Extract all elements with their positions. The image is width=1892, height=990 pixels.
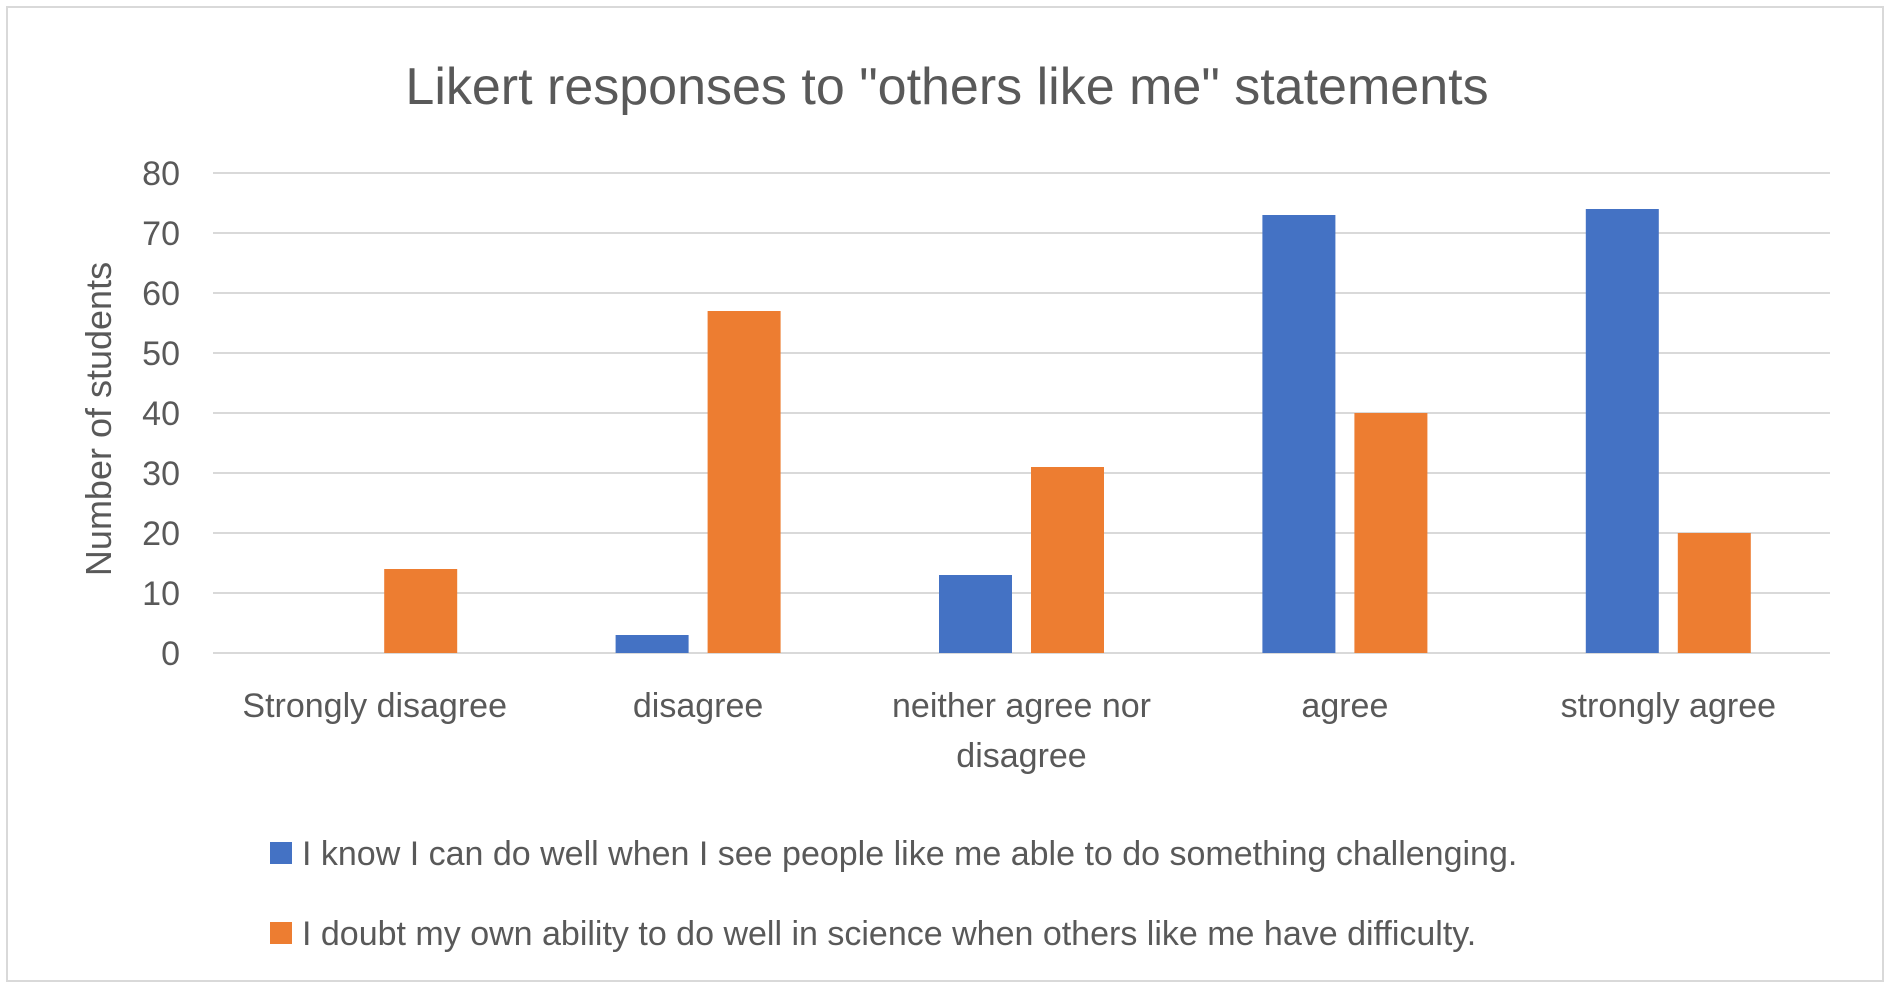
bar-series-2-cat-5 [1677,533,1751,653]
y-tick-label: 0 [161,635,180,673]
category-label-line: disagree [956,737,1086,775]
y-tick-label: 80 [142,155,180,193]
category-label: strongly agree [1561,687,1776,725]
category-label-line: Strongly disagree [242,687,507,725]
category-labels: Strongly disagree disagree neither agree n… [242,687,1776,775]
bar-series-1-cat-5 [1585,209,1659,653]
y-tick-label: 70 [142,215,180,253]
category-label-line: neither agree nor [892,687,1151,725]
y-tick-label: 40 [142,395,180,433]
bar-series-2-cat-2 [707,311,781,653]
grid-layer [213,172,1830,654]
bar-series-2-cat-1 [384,569,458,653]
y-tick-label: 50 [142,335,180,373]
y-tick-label: 20 [142,515,180,553]
bar-series-2-cat-4 [1354,413,1428,653]
category-label: Strongly disagree [242,687,507,725]
legend: I know I can do well when I see people l… [270,835,1517,953]
category-label: agree [1301,687,1388,725]
category-label: disagree [633,687,763,725]
legend-swatch-2 [270,922,292,944]
legend-swatch-1 [270,842,292,864]
bar-series-1-cat-3 [939,575,1012,653]
y-tick-label: 60 [142,275,180,313]
y-tick-label: 10 [142,575,180,613]
legend-label-1: I know I can do well when I see people l… [302,835,1517,873]
y-tick-labels: 0 10 20 30 40 50 60 70 80 [142,155,180,673]
bar-layer [384,209,1751,653]
bar-series-1-cat-2 [615,635,689,653]
category-label: neither agree nor disagree [892,687,1151,775]
category-label-line: disagree [633,687,763,725]
bar-series-2-cat-3 [1031,467,1104,653]
chart-title: Likert responses to "others like me" sta… [405,58,1488,116]
chart-frame: Likert responses to "others like me" sta… [6,6,1884,982]
category-label-line: agree [1301,687,1388,725]
y-tick-label: 30 [142,455,180,493]
y-axis-label: Number of students [78,262,119,576]
bar-series-1-cat-4 [1262,215,1336,653]
category-label-line: strongly agree [1561,687,1776,725]
legend-label-2: I doubt my own ability to do well in sci… [302,915,1476,953]
chart-svg: Likert responses to "others like me" sta… [78,58,1830,953]
